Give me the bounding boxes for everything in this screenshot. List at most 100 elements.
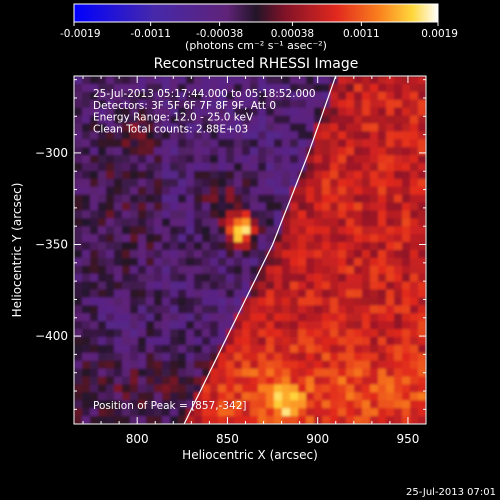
heatmap-cell [330,131,339,140]
heatmap-cell [282,329,291,338]
heatmap-cell [410,352,419,362]
heatmap-cell [194,257,203,267]
heatmap-cell [298,170,307,180]
heatmap-cell [418,376,426,386]
heatmap-cell [202,281,211,291]
heatmap-cell [242,163,251,172]
heatmap-cell [378,234,387,243]
heatmap-cell [346,360,355,370]
heatmap-cell [242,226,251,235]
heatmap-cell [74,289,83,299]
heatmap-cell [146,297,155,306]
heatmap-cell [234,360,243,370]
heatmap-cell [346,408,355,417]
heatmap-cell [338,408,347,417]
heatmap-cell [282,186,291,196]
heatmap-cell [394,400,403,409]
heatmap-cell [418,170,426,180]
heatmap-cell [394,210,403,219]
heatmap-cell [266,147,275,156]
heatmap-cell [122,186,131,196]
heatmap-cell [394,194,403,204]
heatmap-cell [298,99,307,109]
heatmap-cell [114,321,123,330]
heatmap-cell [146,178,155,188]
heatmap-cell [98,123,107,132]
heatmap-cell [98,210,107,219]
heatmap-cell [258,155,267,164]
heatmap-cell [146,416,155,424]
heatmap-cell [202,83,211,93]
heatmap-cell [386,210,395,219]
heatmap-cell [138,202,147,212]
heatmap-cell [186,83,195,93]
heatmap-cell [74,384,83,393]
heatmap-cell [122,234,131,243]
heatmap-cell [346,242,355,251]
heatmap-cell [250,178,259,188]
heatmap-cell [418,123,426,132]
heatmap-cell [290,281,299,291]
heatmap-cell [250,352,259,362]
heatmap-cell [306,131,315,140]
heatmap-cell [410,337,419,346]
heatmap-cell [82,91,91,101]
heatmap-cell [346,392,355,401]
heatmap-cell [410,115,419,125]
heatmap-cell [122,123,131,132]
heatmap-cell [114,289,123,299]
heatmap-cell [418,313,426,322]
heatmap-cell [194,107,203,117]
heatmap-cell [354,218,363,227]
heatmap-cell [394,313,403,322]
heatmap-cell [178,99,187,109]
heatmap-cell [362,250,371,259]
heatmap-cell [202,147,211,156]
heatmap-cell [210,202,219,212]
heatmap-cell [410,289,419,299]
heatmap-cell [330,273,339,283]
heatmap-cell [82,408,91,417]
heatmap-cell [98,91,107,101]
heatmap-cell [386,384,395,393]
heatmap-cell [394,352,403,362]
heatmap-cell [362,384,371,393]
heatmap-cell [394,265,403,275]
heatmap-cell [82,131,91,140]
heatmap-cell [418,329,426,338]
heatmap-cell [186,202,195,212]
heatmap-cell [386,337,395,346]
heatmap-cell [146,360,155,370]
heatmap-cell [122,360,131,370]
heatmap-cell [114,202,123,212]
heatmap-cell [202,392,211,401]
heatmap-cell [138,384,147,393]
heatmap-cell [354,408,363,417]
heatmap-cell [274,368,283,378]
heatmap-cell [306,273,315,283]
heatmap-cell [346,250,355,259]
heatmap-cell [130,250,139,259]
heatmap-cell [378,155,387,164]
info-line: Energy Range: 12.0 - 25.0 keV [93,112,254,124]
heatmap-cell [306,107,315,117]
heatmap-cell [290,376,299,386]
heatmap-cell [210,384,219,393]
heatmap-cell [114,242,123,251]
heatmap-cell [378,218,387,227]
heatmap-cell [210,123,219,132]
heatmap-cell [290,273,299,283]
heatmap-cell [266,83,275,93]
heatmap-cell [314,194,323,204]
plot-frame [73,75,427,425]
heatmap-cell [306,83,315,93]
heatmap-cell [330,265,339,275]
heatmap-cell [250,416,259,424]
heatmap-cell [298,107,307,117]
heatmap-cell [210,131,219,140]
heatmap-cell [282,107,291,117]
heatmap-cell [154,178,163,188]
heatmap-cell [298,376,307,386]
heatmap-cell [378,360,387,370]
heatmap-cell [106,226,115,235]
